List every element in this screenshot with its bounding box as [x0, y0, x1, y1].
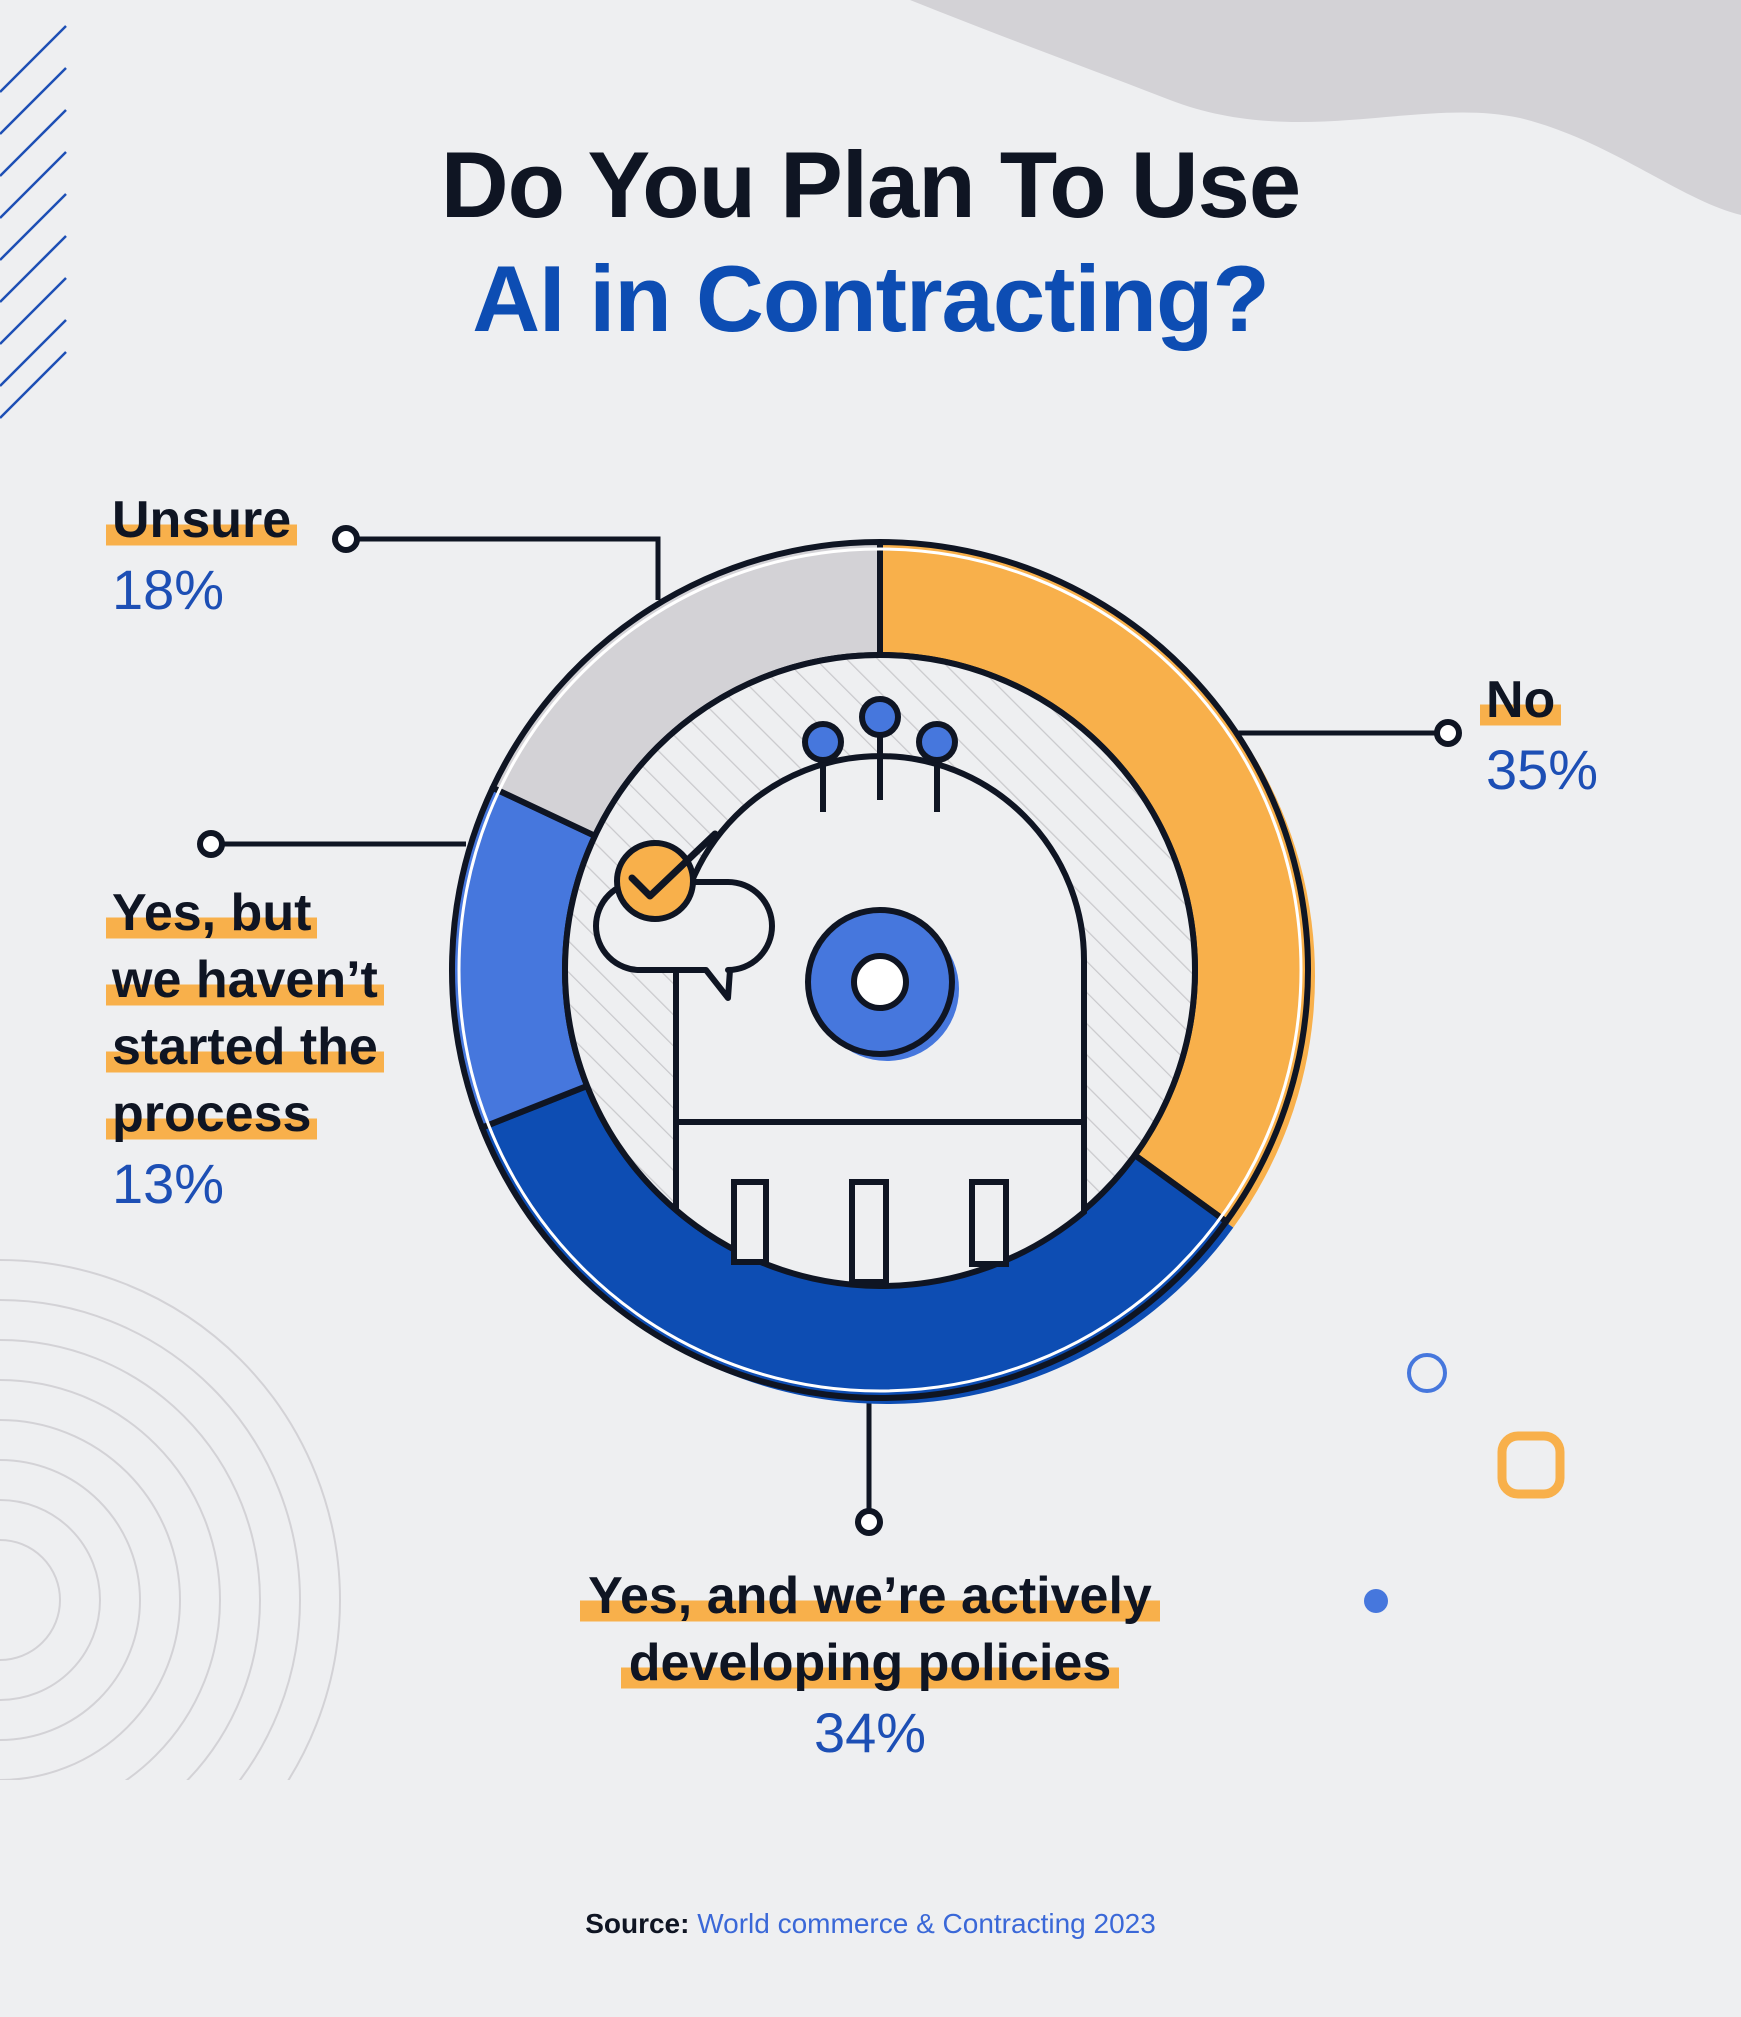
decor-rounded-square: [1497, 1431, 1565, 1499]
check-badge: [614, 840, 696, 922]
source-text: World commerce & Contracting 2023: [697, 1908, 1156, 1939]
label-actively-line: developing policies: [420, 1630, 1320, 1697]
label-actively-line: Yes, and we’re actively: [420, 1563, 1320, 1630]
label-not-started-line: Yes, but: [106, 880, 384, 947]
label-actively: Yes, and we’re actively developing polic…: [420, 1563, 1320, 1761]
label-unsure: Unsure 18%: [106, 487, 298, 621]
title-line-2: AI in Contracting?: [472, 246, 1270, 351]
source-note: Source: World commerce & Contracting 202…: [0, 1908, 1741, 1940]
leader-dots: [197, 525, 1462, 1536]
label-not-started-line: we haven’t: [106, 947, 384, 1014]
robot-illustration: [593, 696, 1087, 1289]
robot-tooth: [849, 1179, 889, 1285]
decor-concentric-arcs: [0, 1259, 341, 1780]
decor-diagonal-lines: [0, 25, 67, 419]
robot-tooth: [969, 1179, 1009, 1267]
label-unsure-text: Unsure: [106, 487, 298, 554]
leader-dot-unsure: [332, 525, 360, 553]
robot-tooth: [731, 1179, 769, 1265]
label-no-text: No: [1480, 667, 1598, 734]
label-not-started-value: 13%: [112, 1152, 225, 1215]
leader-dot-not-started: [197, 830, 225, 858]
decor-dot: [1364, 1589, 1388, 1613]
decor-ring: [1407, 1353, 1447, 1393]
donut-chart: [449, 539, 1315, 1404]
leader-unsure: [346, 536, 661, 600]
label-unsure-value: 18%: [112, 558, 225, 621]
label-not-started-line: process: [106, 1081, 384, 1148]
label-no: No 35%: [1480, 667, 1599, 801]
label-not-started-line: started the: [106, 1014, 384, 1081]
label-actively-value: 34%: [813, 1701, 927, 1764]
decor-blob-top-right: [910, 0, 1741, 215]
leader-dot-no: [1434, 719, 1462, 747]
robot-antenna-bulbs: [802, 696, 958, 763]
leader-lines: [211, 536, 1448, 1520]
donut-rim-highlight: [457, 547, 1303, 1393]
check-icon: [628, 830, 719, 900]
label-not-started: Yes, but we haven’t started the process …: [106, 880, 384, 1215]
title-line-1: Do You Plan To Use: [440, 132, 1301, 237]
source-label: Source:: [585, 1908, 690, 1939]
label-no-value: 35%: [1486, 738, 1599, 801]
leader-dot-actively: [855, 1508, 883, 1536]
robot-eye-pupil: [851, 953, 909, 1011]
